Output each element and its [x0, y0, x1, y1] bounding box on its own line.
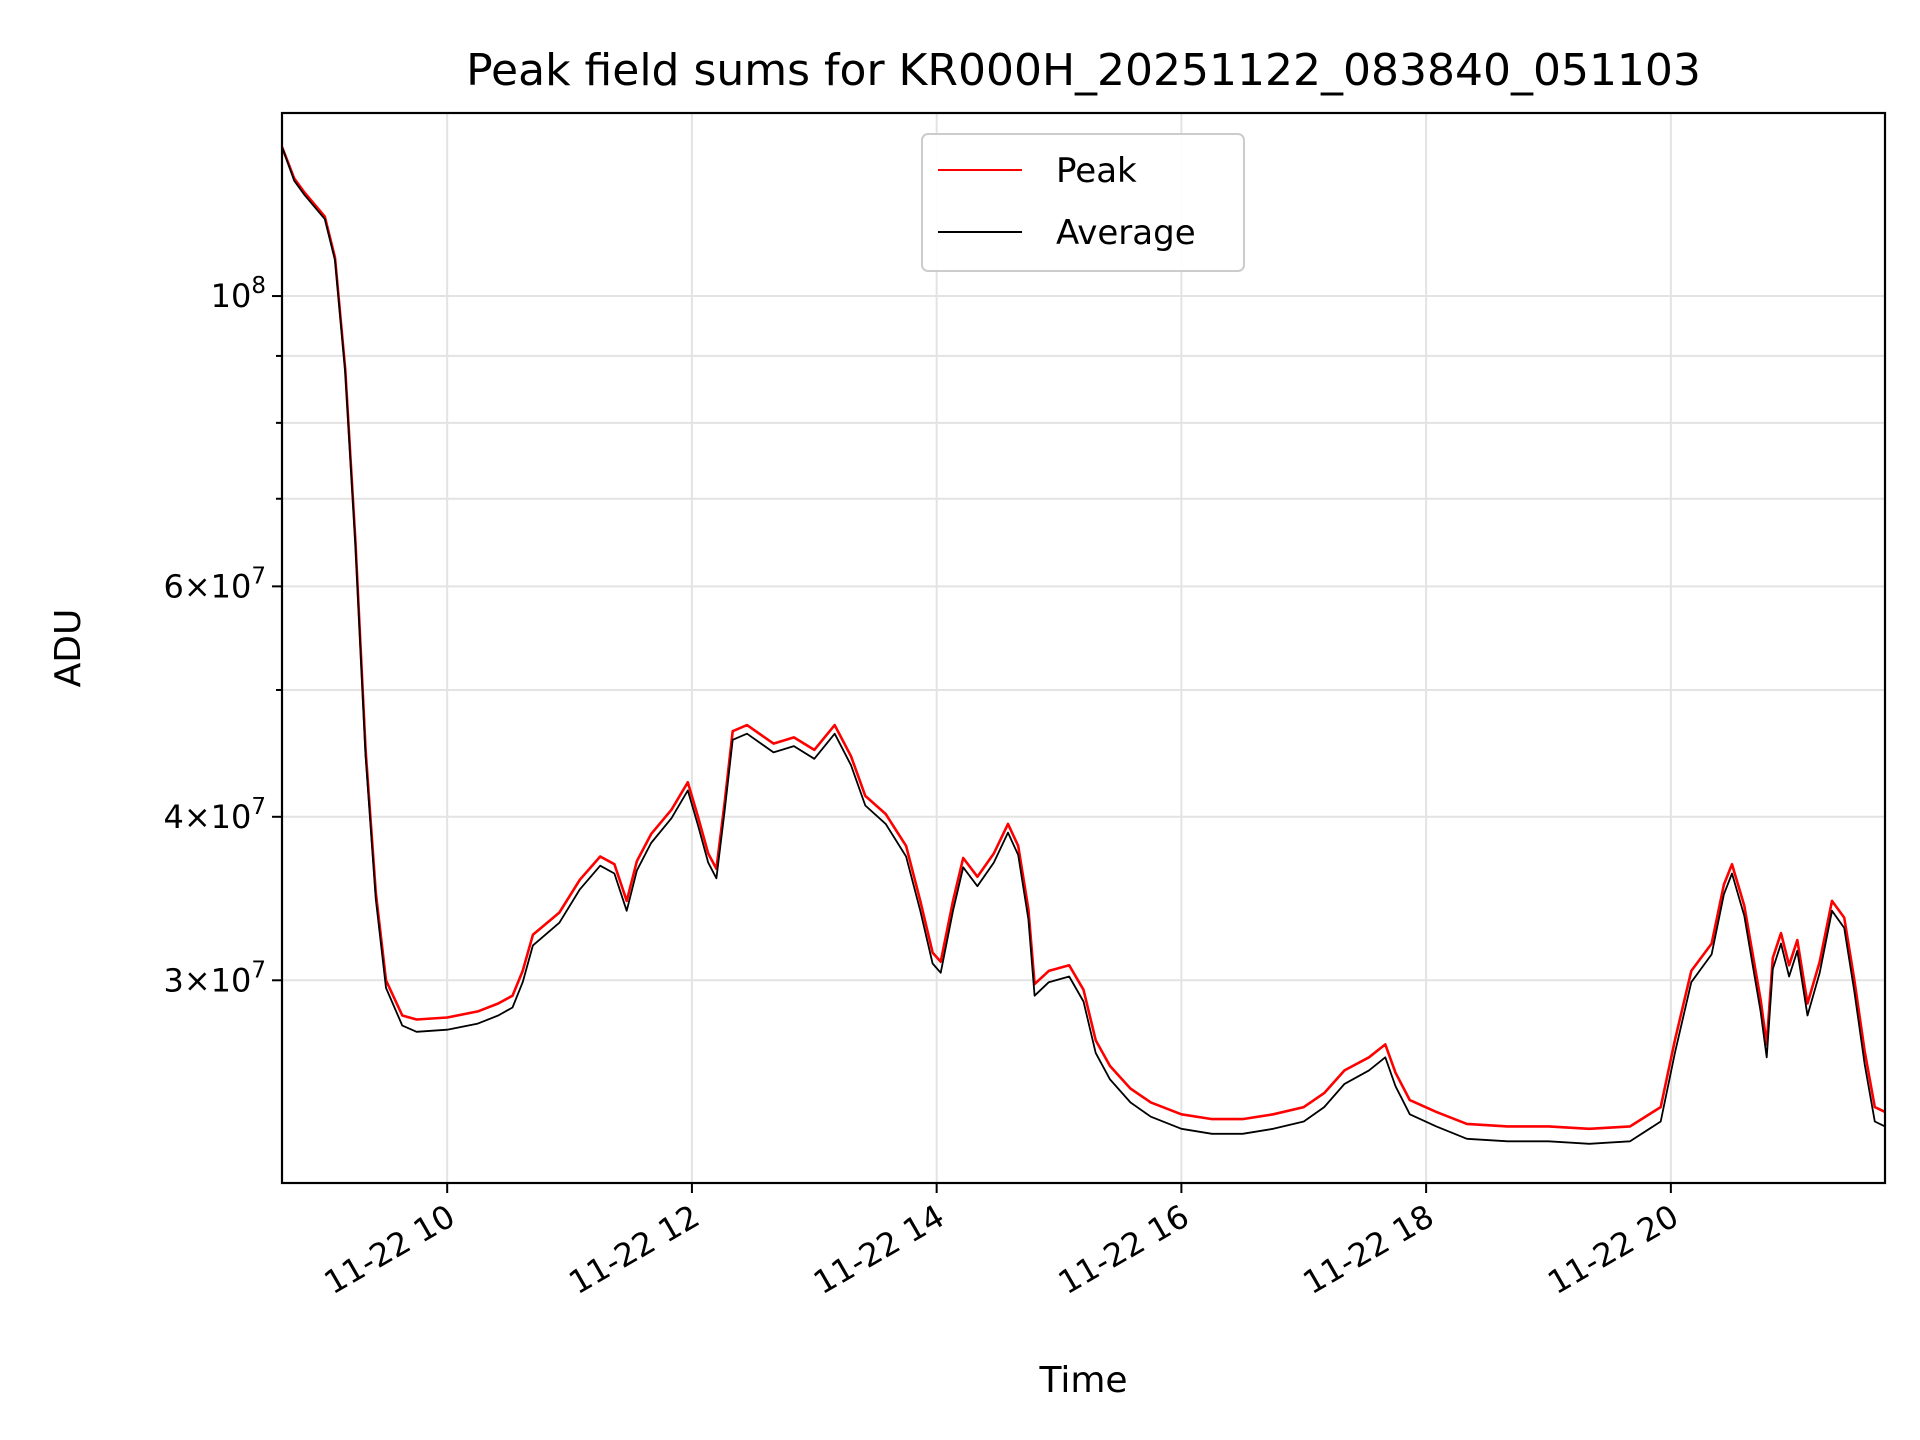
chart-title: Peak field sums for KR000H_20251122_0838… [466, 45, 1701, 96]
legend: Peak Average [921, 133, 1245, 272]
legend-box [921, 133, 1245, 272]
y-tick-times: × [184, 798, 211, 836]
legend-label-peak: Peak [1056, 151, 1137, 191]
y-tick-base: 10 [211, 277, 252, 315]
series-lines [280, 146, 1886, 1145]
y-tick-base: 10 [211, 567, 252, 605]
y-axis-label: ADU [48, 609, 89, 688]
y-tick-exponent: 7 [251, 794, 266, 820]
legend-label-average: Average [1056, 213, 1196, 253]
y-tick-times: × [184, 567, 211, 605]
y-tick-exponent: 7 [251, 563, 266, 589]
y-tick-label: 4×107 [163, 794, 266, 836]
x-axis-label: Time [1038, 1360, 1127, 1401]
y-tick-base: 10 [211, 961, 252, 999]
grid [282, 113, 1885, 1183]
y-tick-label: 108 [211, 273, 266, 315]
y-tick-mantissa: 3 [163, 961, 183, 999]
series-line-peak [280, 146, 1886, 1131]
series-line-average [281, 146, 1886, 1145]
plot-frame [280, 111, 1887, 1185]
y-tick-times: × [184, 961, 211, 999]
y-tick-exponent: 7 [251, 957, 266, 983]
y-tick-label: 6×107 [163, 563, 266, 605]
y-tick-exponent: 8 [251, 273, 266, 299]
y-tick-label: 3×107 [163, 957, 266, 999]
y-tick-base: 10 [211, 798, 252, 836]
y-tick-mantissa: 4 [163, 798, 183, 836]
y-tick-mantissa: 6 [163, 567, 183, 605]
